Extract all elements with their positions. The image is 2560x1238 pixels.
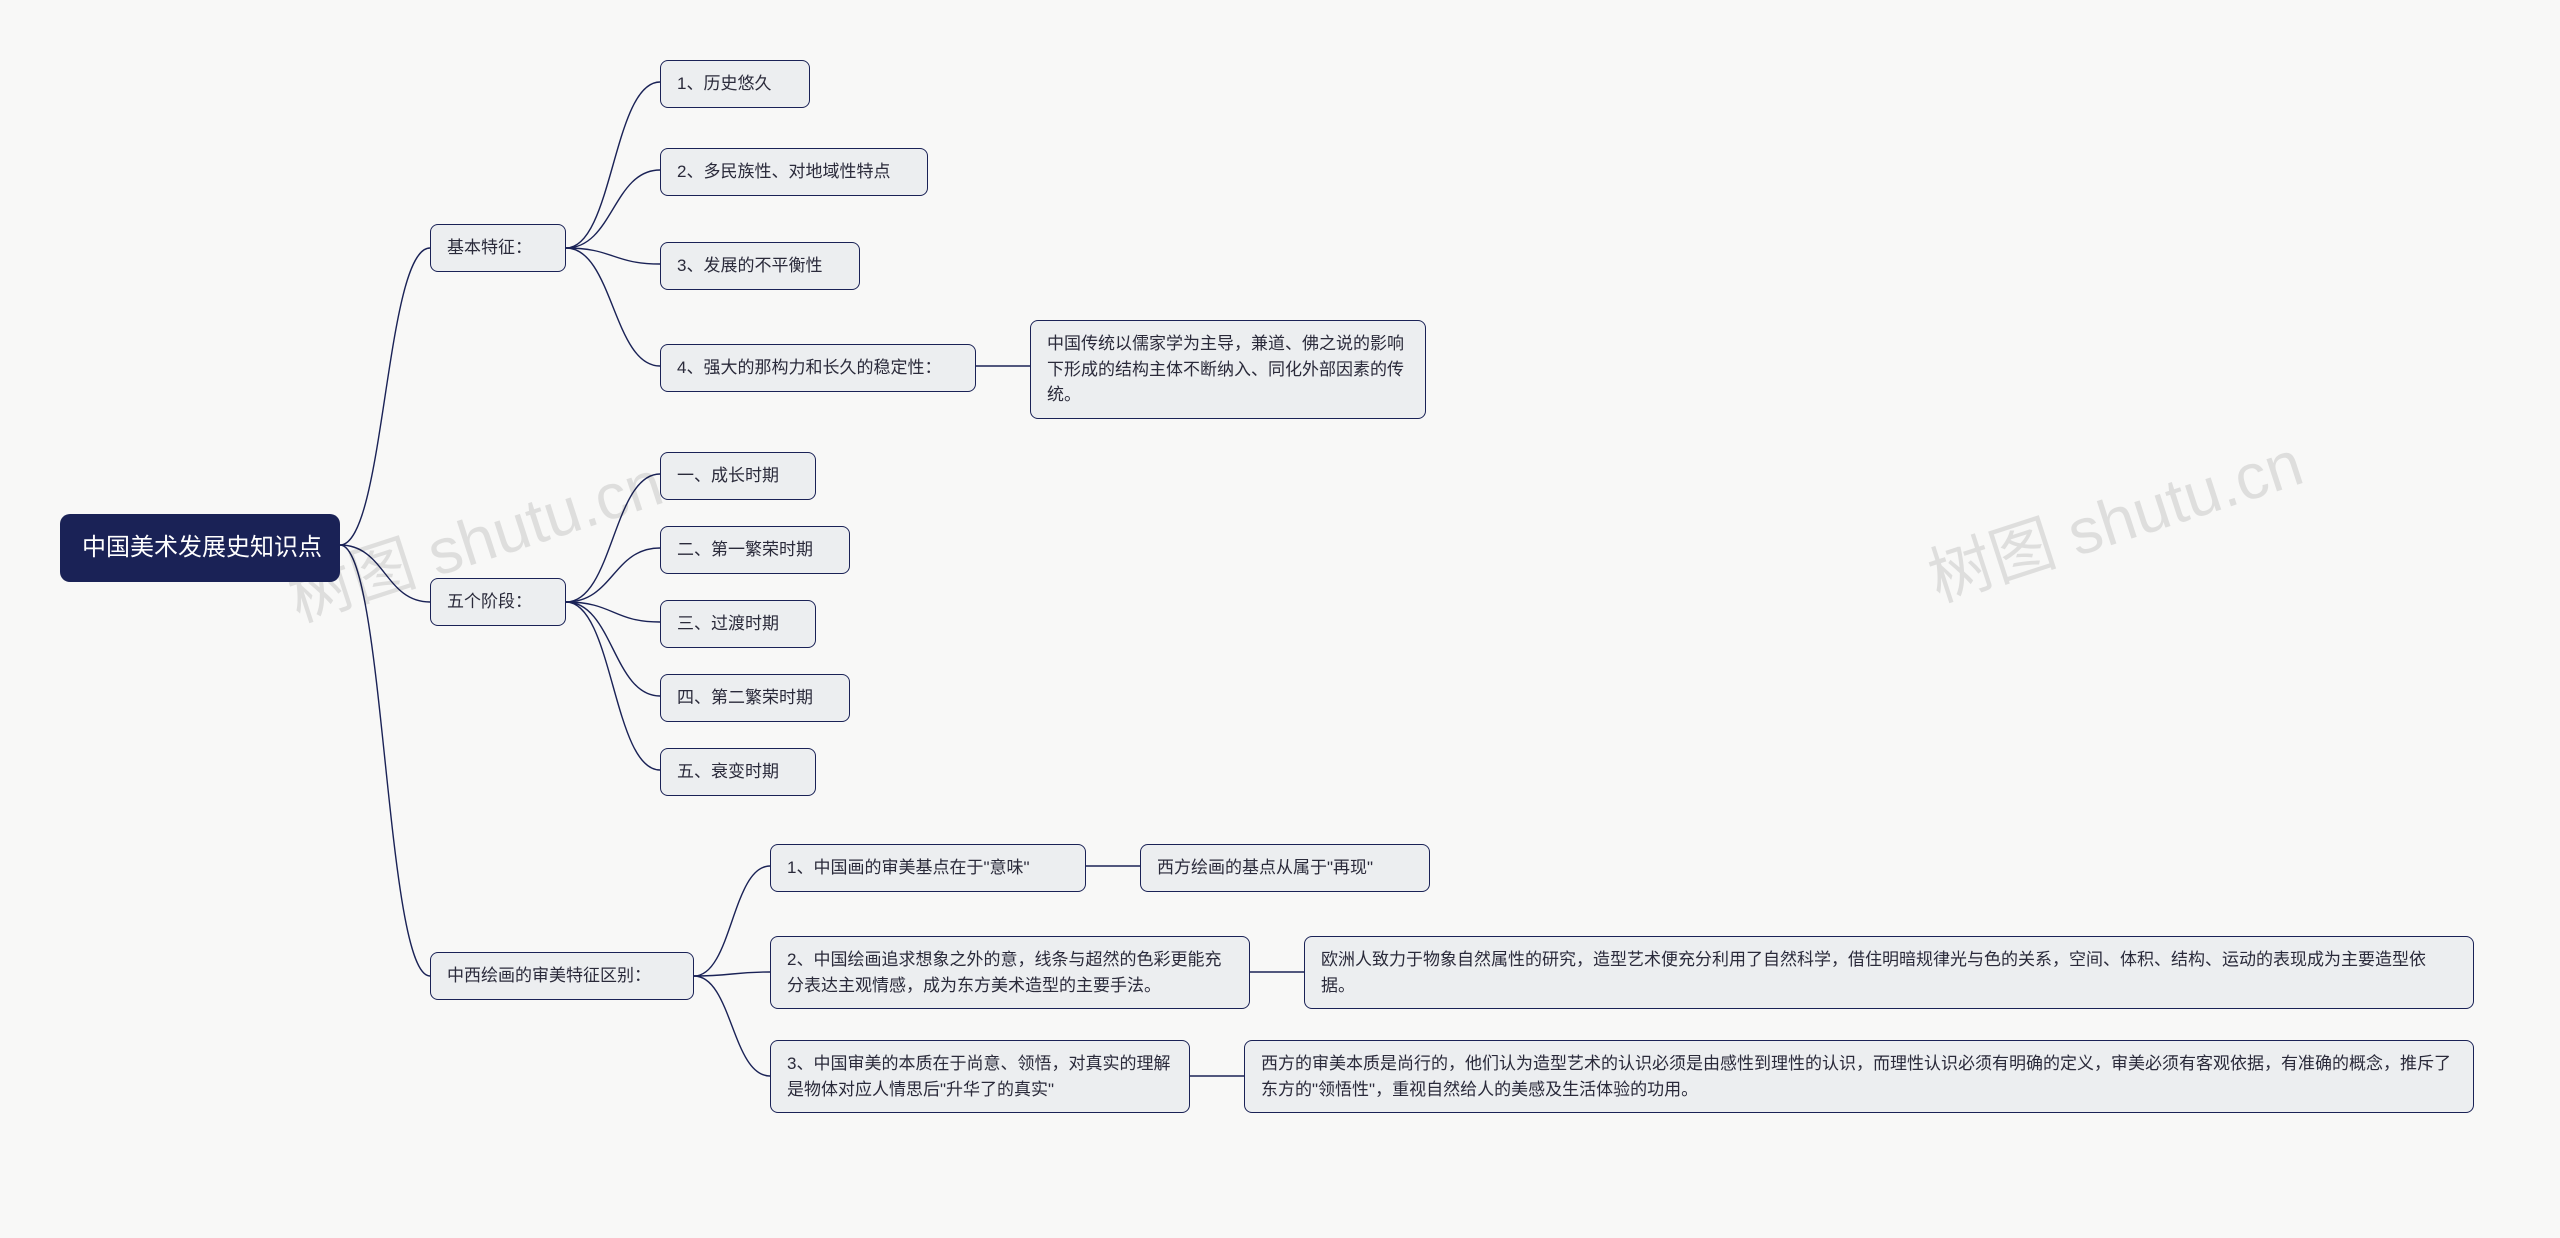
leaf-b1c3: 3、发展的不平衡性 bbox=[660, 242, 860, 290]
branch-aesthetic-diff: 中西绘画的审美特征区别： bbox=[430, 952, 694, 1000]
leaf-b2c3: 三、过渡时期 bbox=[660, 600, 816, 648]
leaf-b1c1: 1、历史悠久 bbox=[660, 60, 810, 108]
leaf-b2c1: 一、成长时期 bbox=[660, 452, 816, 500]
leaf-b1c4a: 中国传统以儒家学为主导，兼道、佛之说的影响下形成的结构主体不断纳入、同化外部因素… bbox=[1030, 320, 1426, 419]
leaf-b3c1: 1、中国画的审美基点在于"意味" bbox=[770, 844, 1086, 892]
leaf-b3c2: 2、中国绘画追求想象之外的意，线条与超然的色彩更能充分表达主观情感，成为东方美术… bbox=[770, 936, 1250, 1009]
leaf-b3c3a: 西方的审美本质是尚行的，他们认为造型艺术的认识必须是由感性到理性的认识，而理性认… bbox=[1244, 1040, 2474, 1113]
leaf-b3c1a: 西方绘画的基点从属于"再现" bbox=[1140, 844, 1430, 892]
watermark-2: 树图 shutu.cn bbox=[1915, 412, 2312, 619]
leaf-b2c2: 二、第一繁荣时期 bbox=[660, 526, 850, 574]
leaf-b1c4: 4、强大的那构力和长久的稳定性： bbox=[660, 344, 976, 392]
branch-five-stages: 五个阶段： bbox=[430, 578, 566, 626]
leaf-b3c3: 3、中国审美的本质在于尚意、领悟，对真实的理解是物体对应人情思后"升华了的真实" bbox=[770, 1040, 1190, 1113]
leaf-b2c4: 四、第二繁荣时期 bbox=[660, 674, 850, 722]
mindmap-canvas: 树图 shutu.cn 树图 shutu.cn 中国美术发展史知识点 基本特征：… bbox=[0, 0, 2560, 1238]
root-node: 中国美术发展史知识点 bbox=[60, 514, 340, 582]
leaf-b2c5: 五、衰变时期 bbox=[660, 748, 816, 796]
leaf-b3c2a: 欧洲人致力于物象自然属性的研究，造型艺术便充分利用了自然科学，借住明暗规律光与色… bbox=[1304, 936, 2474, 1009]
leaf-b1c2: 2、多民族性、对地域性特点 bbox=[660, 148, 928, 196]
branch-basic-features: 基本特征： bbox=[430, 224, 566, 272]
